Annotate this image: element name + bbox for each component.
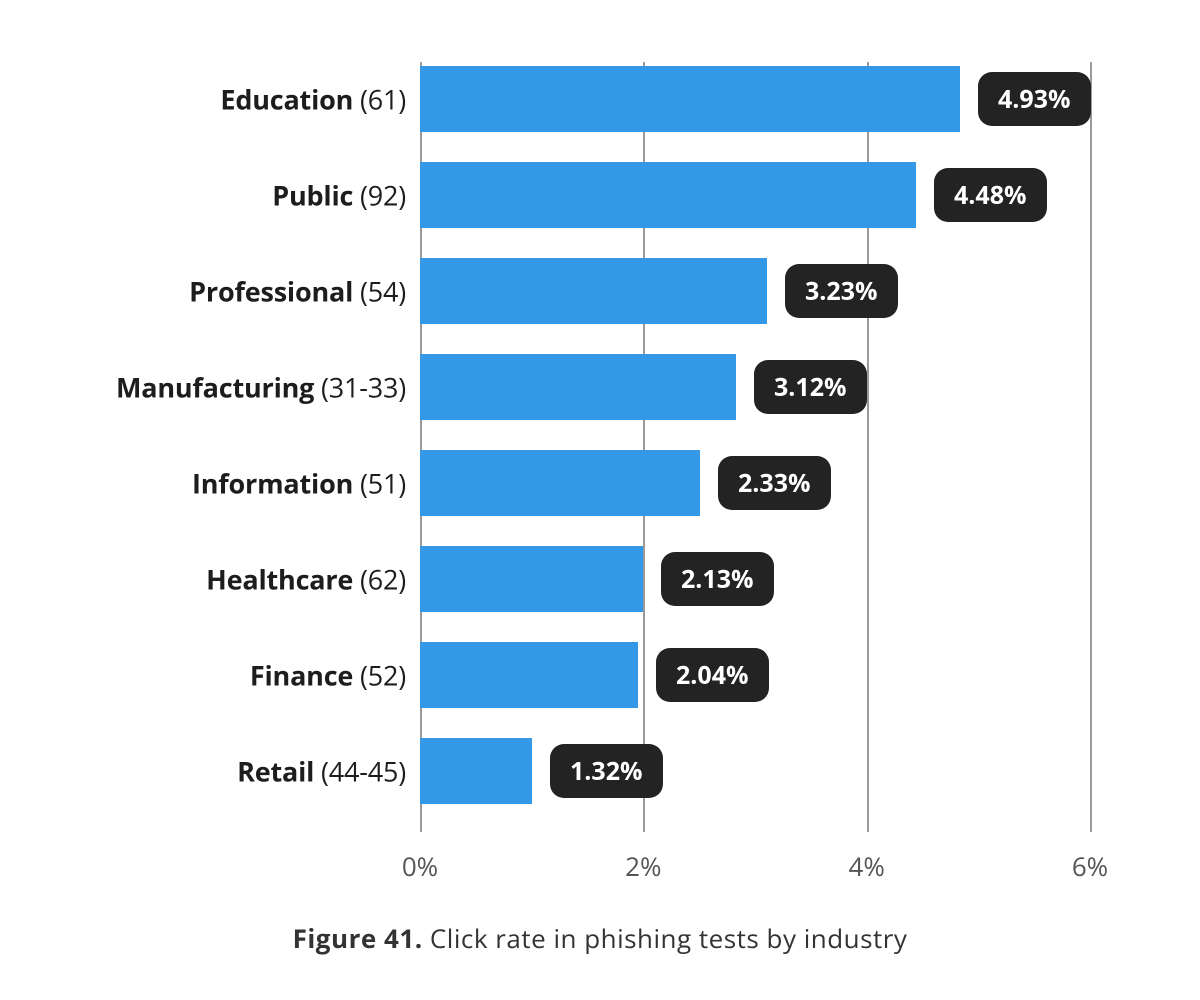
category-code: (44-45) [314,753,406,790]
category-code: (61) [353,81,406,118]
figure-caption: Figure 41. Click rate in phishing tests … [0,920,1200,956]
bar [420,450,700,516]
x-tick-label: 4% [848,848,884,884]
bar-row: Finance (52)2.04% [420,642,1090,708]
bar-row: Public (92)4.48% [420,162,1090,228]
gridline [1090,62,1092,832]
category-label: Professional (54) [189,273,420,310]
value-badge: 2.33% [718,456,831,510]
value-badge: 2.04% [656,648,769,702]
category-code: (92) [353,177,406,214]
bar [420,738,532,804]
bar [420,354,736,420]
category-code: (31-33) [314,369,406,406]
category-name: Public [272,177,353,214]
x-tick-label: 0% [402,848,438,884]
category-label: Healthcare (62) [206,561,420,598]
figure-caption-text: Click rate in phishing tests by industry [423,920,908,956]
category-name: Professional [189,273,353,310]
category-name: Manufacturing [116,369,314,406]
value-badge: 4.93% [978,72,1091,126]
bar-row: Professional (54)3.23% [420,258,1090,324]
value-badge: 1.32% [550,744,663,798]
category-code: (52) [353,657,406,694]
bar-row: Healthcare (62)2.13% [420,546,1090,612]
category-label: Finance (52) [250,657,420,694]
value-badge: 3.12% [754,360,867,414]
bar-row: Education (61)4.93% [420,66,1090,132]
category-label: Manufacturing (31-33) [116,369,420,406]
category-label: Retail (44-45) [237,753,420,790]
x-tick-label: 2% [625,848,661,884]
category-name: Education [220,81,353,118]
category-name: Retail [237,753,314,790]
category-label: Education (61) [220,81,420,118]
category-label: Public (92) [272,177,420,214]
plot-area: Education (61)4.93% Public (92)4.48% Profe… [420,62,1090,832]
bar [420,642,638,708]
category-code: (62) [353,561,406,598]
bar [420,258,767,324]
bar-row: Manufacturing (31-33)3.12% [420,354,1090,420]
category-label: Information (51) [192,465,420,502]
bar-row: Retail (44-45)1.32% [420,738,1090,804]
figure: Education (61)4.93%Public (92)4.48%Profe… [0,0,1200,1000]
value-badge: 3.23% [785,264,898,318]
category-name: Finance [250,657,353,694]
figure-number: Figure 41. [293,920,423,956]
value-badge: 2.13% [661,552,774,606]
bar [420,546,643,612]
category-code: (54) [353,273,406,310]
category-code: (51) [353,465,406,502]
bar-row: Information (51)2.33% [420,450,1090,516]
bar [420,66,960,132]
category-name: Information [192,465,353,502]
category-name: Healthcare [206,561,353,598]
x-tick-label: 6% [1072,848,1108,884]
value-badge: 4.48% [934,168,1047,222]
bar [420,162,916,228]
